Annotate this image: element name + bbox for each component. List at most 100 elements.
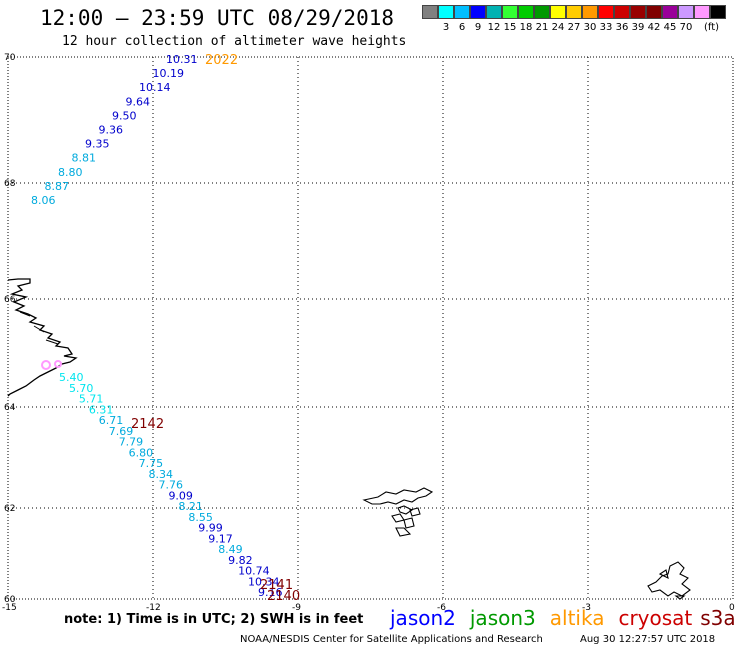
south-track-value: 9.82 (228, 554, 253, 567)
legend-cryosat: cryosat (618, 606, 693, 630)
iceland-fjord-detail (19, 311, 59, 345)
colorbar-swatch (454, 5, 470, 19)
south-track-value: 5.71 (79, 393, 104, 406)
lat-label-62: 62 (4, 504, 15, 514)
south-track-value: 8.55 (188, 511, 213, 524)
colorbar-label: 36 (615, 22, 629, 33)
south-track-value: 8.21 (178, 500, 203, 513)
north-track-value: 10.19 (153, 67, 185, 80)
colorbar-swatch (582, 5, 598, 19)
lat-label-68: 68 (4, 179, 16, 189)
north-track: 10.3110.1910.149.649.509.369.358.818.808… (31, 53, 198, 207)
colorbar-swatch (710, 5, 726, 19)
lon-label-15: -15 (2, 603, 17, 613)
lon-label-9: -9 (292, 603, 301, 613)
south-track-value: 8.34 (149, 468, 174, 481)
south-track-value: 9.17 (208, 532, 233, 545)
pass-label-2140: 2140 (267, 589, 300, 604)
south-track-value: 5.70 (69, 382, 94, 395)
north-track-value: 10.14 (139, 81, 171, 94)
north-track-value: 9.50 (112, 109, 137, 122)
pass-label-2141: 2141 (260, 578, 293, 593)
page-subtitle: 12 hour collection of altimeter wave hei… (62, 34, 407, 49)
south-track-value: 7.69 (109, 425, 134, 438)
colorbar-label: 30 (583, 22, 597, 33)
colorbar-label: 15 (503, 22, 517, 33)
colorbar-label: 70 (679, 22, 693, 33)
colorbar-swatch (614, 5, 630, 19)
colorbar-swatch (566, 5, 582, 19)
colorbar-label: 33 (599, 22, 613, 33)
north-track-value: 9.64 (126, 95, 151, 108)
lat-label-60: 60 (4, 595, 16, 605)
south-track-value: 10.74 (238, 565, 270, 578)
north-track-value: 9.35 (85, 138, 110, 151)
south-track-value: 5.40 (59, 371, 84, 384)
colorbar-swatch (550, 5, 566, 19)
lat-label-66: 66 (4, 295, 16, 305)
colorbar-swatch (438, 5, 454, 19)
colorbar-swatch (470, 5, 486, 19)
north-track-value: 8.06 (31, 194, 56, 207)
colorbar-swatch (662, 5, 678, 19)
lon-label-6: -6 (437, 603, 446, 613)
north-track-value: 9.36 (99, 124, 124, 137)
lat-label-64: 64 (4, 403, 16, 413)
colorbar-unit: (ft) (704, 22, 720, 33)
pass-label-2142: 2142 (131, 417, 164, 432)
south-track-value: 9.16 (258, 586, 283, 599)
colorbar-swatch (646, 5, 662, 19)
north-track-value: 8.81 (72, 152, 97, 165)
colorbar-swatch (502, 5, 518, 19)
colorbar-swatch (694, 5, 710, 19)
colorbar-label: 3 (442, 22, 450, 33)
colorbar-label: 27 (567, 22, 581, 33)
colorbar-swatch (534, 5, 550, 19)
colorbar-label: 18 (519, 22, 533, 33)
south-track-value: 6.80 (129, 446, 154, 459)
colorbar-swatch (678, 5, 694, 19)
legend-jason2: jason2 (390, 606, 456, 630)
legend-jason3: jason3 (469, 606, 536, 630)
page-title: 12:00 – 23:59 UTC 08/29/2018 (40, 6, 395, 30)
colorbar-label: 6 (458, 22, 466, 33)
track-point-pink-2 (54, 360, 62, 368)
north-track-value: 10.31 (166, 53, 198, 66)
faroe-islands (362, 487, 434, 537)
south-track-value: 6.71 (99, 414, 124, 427)
south-track-value: 10.34 (248, 575, 279, 588)
north-track-value: 8.80 (58, 166, 83, 179)
shetland-islands (647, 561, 691, 600)
graticule (8, 57, 733, 599)
colorbar-label: 42 (647, 22, 661, 33)
colorbar-label: 39 (631, 22, 645, 33)
lon-label-3: -3 (582, 603, 591, 613)
north-track-value: 8.87 (45, 180, 70, 193)
colorbar-label: 21 (535, 22, 549, 33)
iceland-coastline (7, 278, 78, 397)
south-track-value: 9.99 (198, 522, 223, 535)
colorbar-swatch (518, 5, 534, 19)
south-track-value: 9.09 (168, 489, 193, 502)
colorbar-swatch (422, 5, 438, 19)
generated-timestamp: Aug 30 12:27:57 UTC 2018 (580, 634, 716, 645)
credit-line: NOAA/NESDIS Center for Satellite Applica… (240, 634, 543, 645)
footer-note: note: 1) Time is in UTC; 2) SWH is in fe… (64, 612, 364, 627)
colorbar-label: 45 (663, 22, 677, 33)
south-track-value: 7.79 (119, 436, 144, 449)
colorbar-label: 24 (551, 22, 565, 33)
colorbar-label: 12 (487, 22, 501, 33)
colorbar-swatch (598, 5, 614, 19)
legend-s3a: s3a (700, 606, 736, 630)
map-frame (7, 56, 734, 600)
south-track-value: 7.76 (159, 479, 184, 492)
pass-label-2022: 2022 (205, 53, 238, 68)
south-track: 5.405.705.716.316.717.697.796.807.758.34… (59, 371, 283, 599)
south-track-value: 8.49 (218, 543, 243, 556)
legend-altika: altika (549, 606, 605, 630)
colorbar-swatch (486, 5, 502, 19)
south-track-value: 6.31 (89, 403, 114, 416)
lon-label-12: -12 (146, 603, 161, 613)
lat-label-70: 70 (4, 53, 16, 63)
